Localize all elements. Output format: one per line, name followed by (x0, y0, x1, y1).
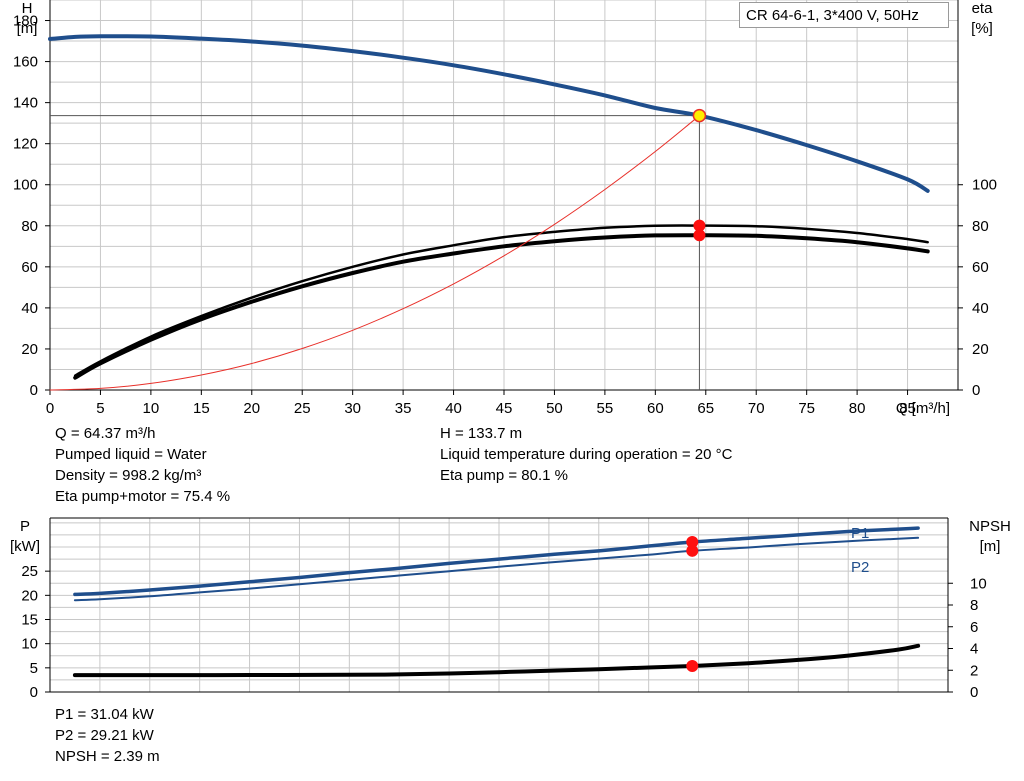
y2-tick-label-40: 40 (972, 300, 989, 317)
y-axis-unit: [m] (17, 20, 38, 37)
operating-point-marker-1 (692, 108, 707, 123)
top-chart-grid (49, 0, 959, 390)
y-tick-label-100: 100 (13, 177, 38, 194)
p2-curve (73, 536, 920, 602)
y-tick-label-60: 60 (21, 259, 38, 276)
top-chart-series (48, 34, 930, 391)
p1-series-label: P1 (851, 525, 869, 542)
y-axis-label: H (22, 0, 33, 17)
info-eta-pump-motor: Eta pump+motor = 75.4 % (55, 488, 231, 505)
x-tick-label-45: 45 (496, 400, 513, 417)
y-tick-label-0: 0 (30, 382, 38, 399)
y-tick-label-140: 140 (13, 95, 38, 112)
bottom-operating-point-marker-3 (686, 660, 699, 673)
x-tick-label-25: 25 (294, 400, 311, 417)
bottom-y2-tick-label-8: 8 (970, 597, 978, 614)
bottom-chart-series: P1 P2 (72, 525, 921, 678)
info-head: H = 133.7 m (440, 425, 523, 442)
x-tick-label-75: 75 (798, 400, 815, 417)
x-tick-label-50: 50 (546, 400, 563, 417)
power-npsh-info: P1 = 31.04 kW P2 = 29.21 kW NPSH = 2.39 … (55, 704, 160, 767)
x-tick-label-20: 20 (243, 400, 260, 417)
info-flow: Q = 64.37 m³/h (55, 425, 156, 442)
y-tick-label-160: 160 (13, 54, 38, 71)
x-tick-label-65: 65 (697, 400, 714, 417)
bottom-y2-axis-label: NPSH (969, 518, 1011, 535)
bottom-y-axis-unit: [kW] (10, 538, 40, 555)
eta-pump-curve (73, 224, 929, 377)
bottom-y-tick-label-15: 15 (21, 612, 38, 629)
x-tick-label-80: 80 (849, 400, 866, 417)
eta-pump-motor-curve (73, 233, 930, 380)
bottom-y2-tick-label-10: 10 (970, 575, 987, 592)
info-eta-pump: Eta pump = 80.1 % (440, 467, 568, 484)
bottom-y-tick-label-5: 5 (30, 660, 38, 677)
x-tick-label-5: 5 (96, 400, 104, 417)
p1-curve (73, 526, 920, 597)
y-tick-label-120: 120 (13, 136, 38, 153)
operating-point-info-right: H = 133.7 m Liquid temperature during op… (440, 423, 732, 486)
x-tick-label-0: 0 (46, 400, 54, 417)
info-p2: P2 = 29.21 kW (55, 727, 154, 744)
x-axis-label: Q [m³/h] (896, 400, 950, 417)
y2-axis-label: eta (972, 0, 994, 17)
head-curve (48, 34, 930, 193)
bottom-operating-point-marker-2 (686, 544, 699, 557)
y2-tick-label-60: 60 (972, 259, 989, 276)
x-tick-label-30: 30 (344, 400, 361, 417)
bottom-y-tick-label-20: 20 (21, 587, 38, 604)
bottom-y-tick-label-0: 0 (30, 684, 38, 701)
npsh-curve (72, 643, 921, 678)
system-curve (49, 115, 700, 391)
bottom-y-tick-label-25: 25 (21, 563, 38, 580)
bottom-y-axis-label: P (20, 518, 30, 535)
x-tick-label-55: 55 (597, 400, 614, 417)
bottom-chart-axes: 0 5 10 15 20 25 P [kW] 0 2 4 6 8 10 NPSH [m] (10, 517, 1011, 701)
info-liquid-temperature: Liquid temperature during operation = 20… (440, 446, 733, 463)
bottom-y2-tick-label-0: 0 (970, 684, 978, 701)
top-chart-axes: 0 5 10 15 20 25 30 35 40 45 50 55 60 65 70 75 80 85Q [m³/… (13, 0, 997, 417)
bottom-y2-tick-label-2: 2 (970, 662, 978, 679)
info-pumped-liquid: Pumped liquid = Water (55, 446, 207, 463)
y2-tick-label-20: 20 (972, 341, 989, 358)
x-tick-label-85: 85 (899, 400, 916, 417)
y2-tick-label-80: 80 (972, 218, 989, 235)
x-tick-label-10: 10 (143, 400, 160, 417)
x-tick-label-60: 60 (647, 400, 664, 417)
y-tick-label-20: 20 (21, 341, 38, 358)
bottom-y-tick-label-10: 10 (21, 636, 38, 653)
info-npsh: NPSH = 2.39 m (55, 748, 160, 765)
info-p1: P1 = 31.04 kW (55, 706, 154, 723)
operating-point-info-left: Q = 64.37 m³/h Pumped liquid = Water Den… (55, 423, 230, 507)
y2-axis-unit: [%] (971, 20, 993, 37)
y-tick-label-40: 40 (21, 300, 38, 317)
y2-tick-label-100: 100 (972, 177, 997, 194)
bottom-y2-tick-label-6: 6 (970, 619, 978, 636)
y2-tick-label-0: 0 (972, 382, 980, 399)
x-tick-label-70: 70 (748, 400, 765, 417)
x-tick-label-15: 15 (193, 400, 210, 417)
bottom-y2-tick-label-4: 4 (970, 641, 978, 658)
chart-title: CR 64-6-1, 3*400 V, 50Hz (739, 2, 949, 28)
x-tick-label-40: 40 (445, 400, 462, 417)
p2-series-label: P2 (851, 559, 869, 576)
operating-point-marker-3 (693, 229, 706, 242)
y-tick-label-180: 180 (13, 13, 38, 30)
bottom-y2-axis-unit: [m] (980, 538, 1001, 555)
y-tick-label-80: 80 (21, 218, 38, 235)
info-density: Density = 998.2 kg/m³ (55, 467, 202, 484)
x-tick-label-35: 35 (395, 400, 412, 417)
